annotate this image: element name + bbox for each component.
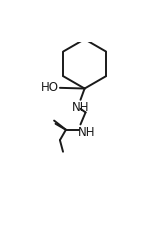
Text: NH: NH <box>72 101 89 115</box>
Text: NH: NH <box>77 126 95 139</box>
Text: HO: HO <box>41 81 59 94</box>
